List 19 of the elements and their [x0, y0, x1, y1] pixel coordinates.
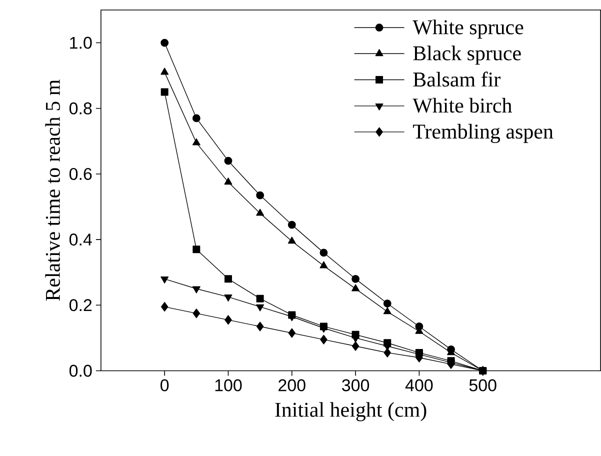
y-tick-label: 1.0: [70, 36, 92, 49]
y-tick-label: 0.6: [69, 168, 92, 180]
x-tick-label: 0: [160, 379, 169, 392]
y-axis-title: Relative time to reach 5 m: [45, 80, 60, 301]
legend-label: White spruce: [412, 20, 524, 39]
x-tick-label: 300: [342, 379, 370, 392]
x-tick-label: 100: [215, 379, 242, 392]
x-tick-label: 400: [405, 379, 433, 392]
y-tick-label: 0.8: [69, 102, 92, 115]
x-axis-title: Initial height (cm): [275, 402, 426, 422]
legend-label: Black spruce: [413, 46, 521, 65]
legend-label: Trembling aspen: [412, 124, 554, 144]
y-tick-label: 0.0: [69, 364, 92, 377]
y-tick-label: 0.4: [69, 234, 92, 246]
x-tick-label: 500: [469, 379, 496, 392]
y-tick-label: 0.2: [69, 299, 92, 312]
legend-label: White birch: [412, 98, 512, 113]
legend-label: Balsam fir: [413, 72, 500, 87]
x-tick-label: 200: [278, 379, 306, 392]
